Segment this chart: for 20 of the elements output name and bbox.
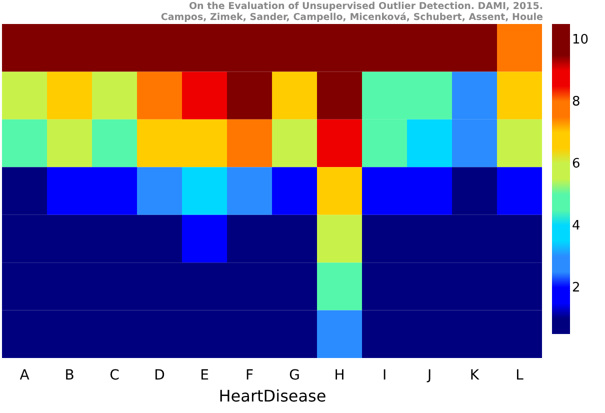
x-tick-label: B <box>64 368 74 384</box>
annotation: On the Evaluation of Unsupervised Outlier Detection. DAMI, 2015. <box>188 1 543 12</box>
x-tick-label: E <box>200 368 209 384</box>
x-tick-label: K <box>470 368 480 384</box>
color-bar-label: 8 <box>572 94 580 110</box>
color-bar-label: 4 <box>572 218 580 234</box>
x-axis-title: HeartDisease <box>218 386 326 406</box>
x-tick-label: H <box>334 368 345 384</box>
x-tick-label: G <box>289 368 300 384</box>
x-tick-label: D <box>154 368 165 384</box>
x-tick-label: I <box>382 368 387 384</box>
color-bar-label: 6 <box>572 156 580 172</box>
color-bar-label: 2 <box>572 280 580 296</box>
x-tick-label: L <box>516 368 524 384</box>
x-tick-label: J <box>426 368 432 384</box>
x-tick-label: A <box>20 368 30 384</box>
x-tick-label: F <box>245 368 254 384</box>
x-tick-label: C <box>110 368 120 384</box>
annotation: Campos, Zimek, Sander, Campello, Micenková, Schubert, Assent, Houle <box>160 12 543 23</box>
color-bar-label: 10 <box>572 32 589 48</box>
